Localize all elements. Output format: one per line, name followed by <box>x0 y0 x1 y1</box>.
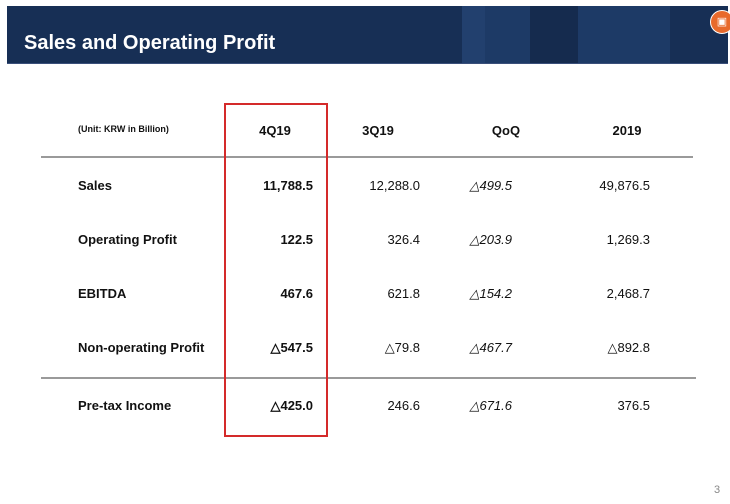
table-cell: △79.8 <box>384 340 420 355</box>
header-divider <box>41 156 693 158</box>
row-label: Non-operating Profit <box>78 340 205 355</box>
table-cell: 49,876.5 <box>599 178 650 193</box>
row-label: EBITDA <box>78 286 127 301</box>
highlight-box-4q19 <box>224 103 328 437</box>
table-cell: △547.5 <box>270 340 313 355</box>
row-label: Pre-tax Income <box>78 398 172 413</box>
row-label: Sales <box>78 178 112 193</box>
page-title: Sales and Operating Profit <box>24 32 276 54</box>
table-cell: 12,288.0 <box>369 178 420 193</box>
table-cell: △154.2 <box>469 286 512 301</box>
table-cell: 326.4 <box>387 232 420 247</box>
column-header: 2019 <box>612 123 642 138</box>
unit-label: (Unit: KRW in Billion) <box>78 124 169 134</box>
column-header: QoQ <box>491 123 521 138</box>
column-header: 4Q19 <box>259 123 291 138</box>
column-header: 3Q19 <box>362 123 394 138</box>
table-cell: △671.6 <box>469 398 512 413</box>
row-label: Operating Profit <box>78 232 177 247</box>
table-cell: 11,788.5 <box>263 178 313 193</box>
table-cell: 246.6 <box>387 398 420 413</box>
page-number: 3 <box>714 484 721 496</box>
banner-stripe <box>462 6 485 63</box>
banner-stripe <box>485 6 530 63</box>
table-cell: 122.5 <box>280 232 313 247</box>
table-cell: △499.5 <box>469 178 512 193</box>
banner-stripe <box>530 6 578 63</box>
table-cell: 2,468.7 <box>606 286 650 301</box>
table-cell: 467.6 <box>280 286 313 301</box>
company-logo-icon: ▣ <box>710 10 730 34</box>
table-cell: △203.9 <box>469 232 512 247</box>
table-cell: 1,269.3 <box>606 232 650 247</box>
table-cell: 621.8 <box>387 286 420 301</box>
title-banner: Sales and Operating Profit <box>7 6 728 64</box>
table-cell: △425.0 <box>270 398 313 413</box>
table-cell: △892.8 <box>607 340 650 355</box>
table-cell: 376.5 <box>617 398 650 413</box>
total-divider <box>41 377 696 379</box>
banner-stripe <box>578 6 670 63</box>
table-cell: △467.7 <box>469 340 512 355</box>
